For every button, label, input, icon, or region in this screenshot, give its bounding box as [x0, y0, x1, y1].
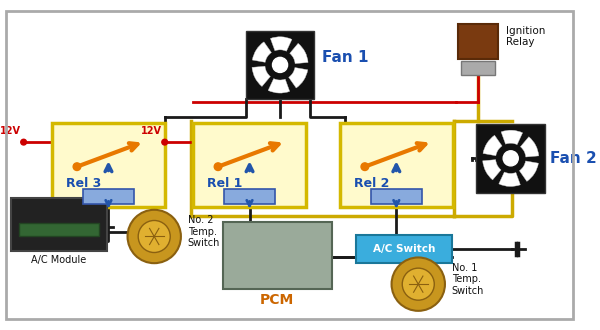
Wedge shape: [520, 161, 538, 182]
Text: Rel 2: Rel 2: [353, 177, 389, 190]
Circle shape: [392, 257, 445, 311]
Wedge shape: [289, 68, 308, 88]
FancyBboxPatch shape: [224, 189, 275, 204]
FancyBboxPatch shape: [356, 235, 452, 263]
Circle shape: [402, 268, 434, 300]
Text: 12V: 12V: [0, 126, 21, 137]
FancyBboxPatch shape: [83, 189, 134, 204]
Wedge shape: [483, 135, 502, 156]
Wedge shape: [252, 66, 271, 86]
Text: A/C Module: A/C Module: [31, 255, 86, 265]
Text: Rel 3: Rel 3: [66, 177, 101, 190]
Circle shape: [503, 151, 518, 166]
Wedge shape: [268, 79, 290, 93]
FancyBboxPatch shape: [193, 123, 306, 207]
Wedge shape: [253, 42, 271, 62]
Wedge shape: [520, 137, 539, 157]
Text: Fan 1: Fan 1: [322, 50, 368, 65]
Text: 12V: 12V: [141, 126, 162, 137]
Circle shape: [21, 139, 26, 145]
Text: No. 1
Temp.
Switch: No. 1 Temp. Switch: [452, 263, 484, 296]
Wedge shape: [290, 43, 308, 64]
FancyBboxPatch shape: [246, 31, 314, 99]
Circle shape: [214, 163, 222, 171]
Text: Fan 2: Fan 2: [550, 151, 596, 166]
FancyBboxPatch shape: [371, 189, 422, 204]
Circle shape: [272, 57, 287, 73]
Text: Ignition
Relay: Ignition Relay: [506, 25, 545, 47]
FancyBboxPatch shape: [340, 123, 452, 207]
Wedge shape: [499, 172, 520, 186]
Wedge shape: [501, 130, 523, 145]
FancyBboxPatch shape: [476, 124, 545, 193]
Circle shape: [138, 220, 170, 252]
Circle shape: [73, 163, 81, 171]
Circle shape: [361, 163, 368, 171]
FancyBboxPatch shape: [461, 60, 496, 75]
FancyBboxPatch shape: [19, 223, 99, 237]
Text: Rel 1: Rel 1: [207, 177, 242, 190]
FancyBboxPatch shape: [458, 24, 499, 59]
Circle shape: [162, 139, 167, 145]
Text: A/C Switch: A/C Switch: [373, 244, 435, 254]
FancyBboxPatch shape: [52, 123, 165, 207]
Wedge shape: [482, 160, 501, 180]
Text: No. 2
Temp.
Switch: No. 2 Temp. Switch: [188, 215, 220, 248]
Wedge shape: [271, 37, 292, 51]
FancyBboxPatch shape: [223, 222, 332, 289]
FancyBboxPatch shape: [11, 198, 107, 251]
Text: PCM: PCM: [260, 293, 295, 307]
Circle shape: [128, 210, 181, 263]
